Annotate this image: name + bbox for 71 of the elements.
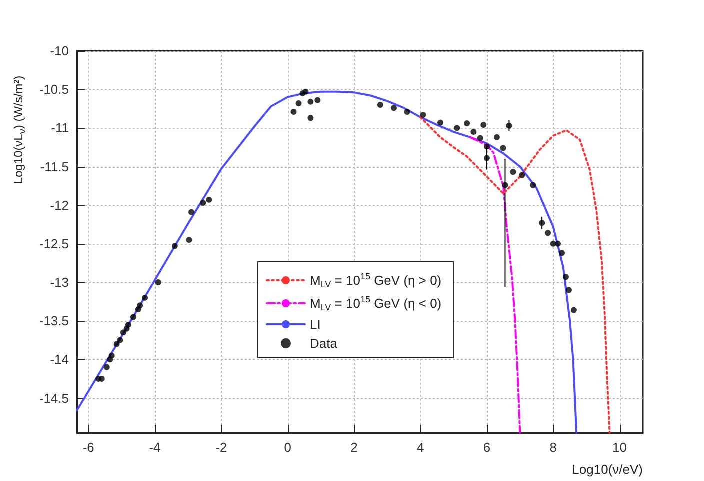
point	[404, 108, 410, 115]
x-tick-label: 2	[350, 440, 358, 455]
legend-label: Data	[310, 336, 338, 351]
point	[420, 112, 426, 118]
point	[494, 134, 500, 140]
point	[308, 115, 314, 122]
point	[570, 307, 577, 314]
point	[98, 376, 105, 382]
point	[464, 120, 470, 127]
y-tick-label: -11.5	[40, 159, 69, 174]
y-tick-label: -10	[50, 44, 69, 58]
y-tick-label: -14	[50, 352, 69, 368]
point	[539, 220, 546, 226]
x-tick-label: 6	[483, 440, 491, 455]
point	[500, 145, 506, 152]
point	[562, 274, 569, 280]
point	[506, 122, 512, 129]
y-tick-label: -12	[50, 198, 69, 213]
point	[510, 169, 516, 176]
point	[200, 200, 206, 206]
point	[454, 125, 460, 132]
x-tick-label: 4	[416, 440, 424, 455]
point	[377, 102, 384, 108]
y-tick-label: -11	[51, 120, 69, 136]
point	[470, 129, 477, 136]
point	[186, 237, 192, 244]
x-axis-title: Log10(ν/eV)	[572, 462, 643, 477]
y-tick-label: -13.5	[39, 314, 69, 329]
point	[477, 135, 484, 142]
point	[117, 337, 124, 344]
point	[142, 294, 148, 301]
point	[125, 322, 132, 328]
point	[296, 100, 302, 106]
y-tick-label: -13	[50, 275, 69, 290]
point	[290, 108, 297, 115]
x-tick-label: 0	[284, 440, 292, 455]
point	[484, 155, 490, 162]
legend-label: LI	[310, 317, 321, 332]
point	[130, 314, 136, 320]
x-tick-label: 8	[550, 440, 557, 455]
y-tick-label: -10.5	[39, 82, 69, 98]
point	[530, 182, 536, 188]
point	[480, 122, 487, 128]
point	[545, 230, 552, 236]
point	[438, 120, 444, 126]
point	[302, 88, 309, 95]
point	[114, 341, 120, 348]
point	[555, 240, 562, 247]
x-tick-label: -4	[149, 440, 161, 455]
point	[391, 105, 398, 112]
point	[108, 352, 115, 359]
point	[188, 209, 195, 216]
point	[104, 364, 110, 370]
y-tick-label: -14.5	[39, 390, 69, 406]
point	[559, 250, 565, 256]
point	[314, 97, 321, 104]
x-tick-label: -2	[216, 440, 228, 455]
point	[519, 172, 526, 178]
point	[206, 196, 212, 203]
point	[484, 144, 490, 150]
point	[137, 302, 144, 309]
point	[566, 287, 572, 294]
line-series	[469, 136, 522, 434]
y-tick-label: -12.5	[39, 236, 69, 252]
x-tick-label: -6	[82, 440, 94, 455]
x-tick-label: 10	[612, 440, 627, 455]
point	[308, 98, 314, 105]
point	[120, 330, 126, 336]
point	[172, 243, 178, 250]
point	[155, 280, 162, 286]
point	[502, 182, 508, 188]
